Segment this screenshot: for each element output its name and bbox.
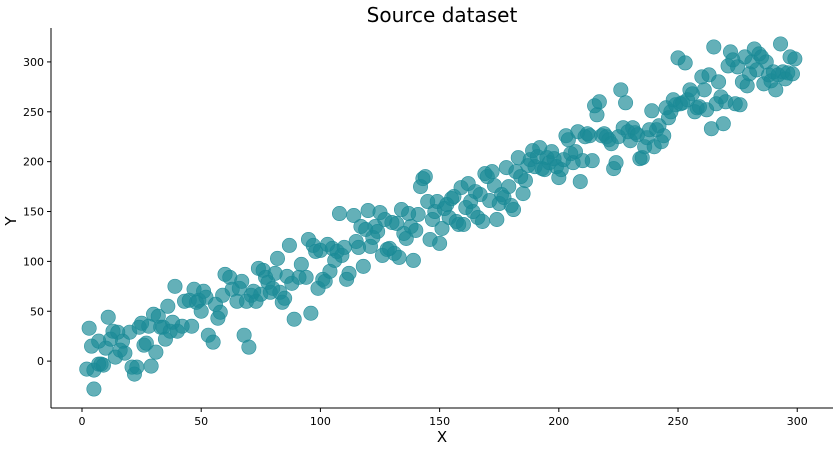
x-tick-label: 50	[194, 415, 208, 428]
y-tick-label: 50	[30, 305, 44, 318]
scatter-point	[298, 269, 314, 285]
scatter-point	[138, 335, 154, 351]
scatter-point	[370, 223, 386, 239]
scatter-point	[405, 252, 421, 268]
scatter-point	[117, 345, 133, 361]
x-tick-label: 150	[429, 415, 450, 428]
scatter-point	[277, 290, 293, 306]
scatter-point	[408, 222, 424, 238]
x-tick-label: 0	[78, 415, 85, 428]
scatter-point	[241, 339, 257, 355]
scatter-point	[677, 55, 693, 71]
scatter-point	[489, 211, 505, 227]
scatter-point	[100, 309, 116, 325]
scatter-point	[613, 82, 629, 98]
ticks-layer: 0 50 100 150 200 250 300 0 50 100 150 200 250 300	[23, 56, 808, 428]
y-tick-label: 100	[23, 255, 44, 268]
scatter-point	[391, 249, 407, 265]
scatter-point	[346, 208, 362, 224]
y-axis-label: Y	[2, 216, 20, 227]
scatter-point	[355, 258, 371, 274]
scatter-point	[506, 202, 522, 218]
scatter-point	[331, 206, 347, 222]
y-tick-label: 200	[23, 156, 44, 169]
x-tick-label: 200	[548, 415, 569, 428]
scatter-point	[86, 381, 102, 397]
scatter-point	[618, 95, 634, 111]
scatter-point	[484, 164, 500, 180]
scatter-point	[234, 273, 250, 289]
scatter-point	[773, 36, 789, 52]
scatter-point	[732, 97, 748, 113]
scatter-point	[768, 82, 784, 98]
scatter-point	[293, 256, 309, 272]
scatter-point	[784, 66, 800, 82]
scatter-point	[160, 298, 176, 314]
scatter-point	[608, 155, 624, 171]
scatter-point	[787, 51, 803, 67]
scatter-point	[410, 207, 426, 223]
scatter-point	[501, 179, 517, 195]
scatter-point	[432, 235, 448, 251]
scatter-point	[696, 82, 712, 98]
scatter-point	[95, 357, 111, 373]
x-tick-label: 250	[668, 415, 689, 428]
scatter-point	[591, 94, 607, 110]
scatter-point	[281, 237, 297, 253]
scatter-point	[644, 103, 660, 119]
scatter-point	[212, 304, 228, 320]
scatter-point	[184, 318, 200, 334]
x-axis-label: X	[437, 428, 447, 446]
scatter-point	[434, 220, 450, 236]
scatter-point	[303, 305, 319, 321]
scatter-point	[706, 39, 722, 55]
scatter-point	[656, 128, 672, 144]
scatter-point	[148, 344, 164, 360]
scatter-point	[269, 250, 285, 266]
x-tick-label: 100	[310, 415, 331, 428]
scatter-point	[286, 311, 302, 327]
points-layer	[79, 36, 803, 397]
scatter-point	[455, 216, 471, 232]
scatter-point	[81, 320, 97, 336]
scatter-point	[193, 303, 209, 319]
scatter-point	[167, 278, 183, 294]
scatter-point	[143, 358, 159, 374]
scatter-point	[715, 116, 731, 132]
scatter-point	[572, 174, 588, 190]
chart-title: Source dataset	[367, 3, 518, 27]
scatter-point	[205, 334, 221, 350]
scatter-point	[475, 213, 491, 229]
scatter-point	[584, 153, 600, 169]
scatter-point	[129, 359, 145, 375]
scatter-point	[515, 186, 531, 202]
y-tick-label: 150	[23, 206, 44, 219]
y-tick-label: 250	[23, 106, 44, 119]
y-tick-label: 0	[37, 355, 44, 368]
scatter-point	[341, 265, 357, 281]
scatter-point	[417, 169, 433, 185]
x-tick-label: 300	[787, 415, 808, 428]
scatter-point	[711, 74, 727, 90]
scatter-point	[517, 173, 533, 189]
scatter-point	[589, 107, 605, 123]
y-tick-label: 300	[23, 56, 44, 69]
